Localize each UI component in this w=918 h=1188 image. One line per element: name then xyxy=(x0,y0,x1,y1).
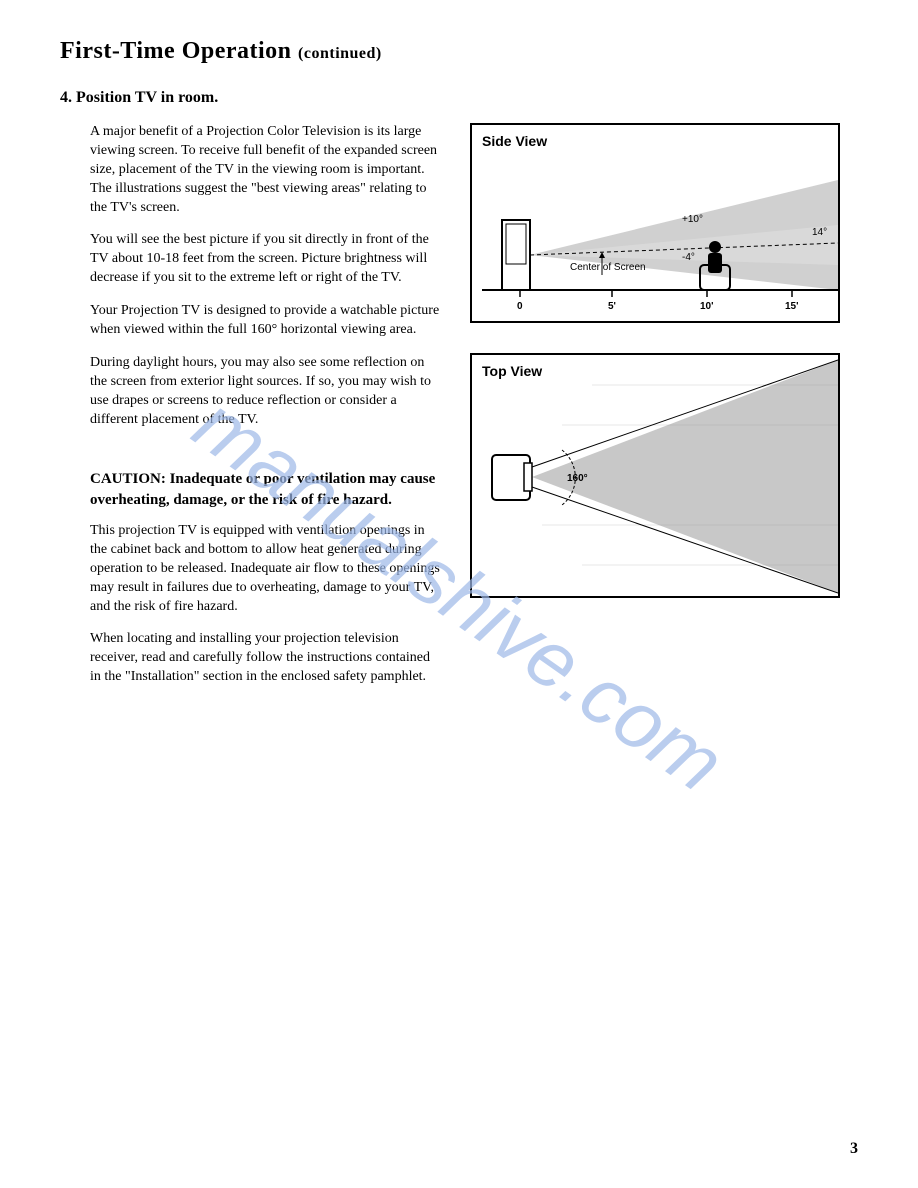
side-view-diagram: Side View Center of Screen +10° -4 xyxy=(470,123,840,323)
tv-screen-icon xyxy=(506,224,526,264)
section-title: Position TV in room. xyxy=(76,89,218,106)
title-continued: (continued) xyxy=(298,45,382,62)
side-view-svg: Center of Screen +10° -4° 14° 0 5' 1 xyxy=(472,125,838,321)
page-title: First-Time Operation (continued) xyxy=(60,38,858,65)
center-screen-label: Center of Screen xyxy=(570,262,646,273)
angle-bottom-label: -4° xyxy=(682,252,695,263)
top-view-svg: 160° xyxy=(472,355,838,596)
top-view-title: Top View xyxy=(482,363,542,379)
caution-p1: This projection TV is equipped with vent… xyxy=(90,522,440,616)
section-heading: 4. Position TV in room. xyxy=(60,89,858,107)
side-view-title: Side View xyxy=(482,133,547,149)
angle-top-label: +10° xyxy=(682,214,703,225)
title-main: First-Time Operation xyxy=(60,38,292,64)
angle-right-label: 14° xyxy=(812,227,827,238)
tv-screen-top-icon xyxy=(524,463,532,491)
caution-p2: When locating and installing your projec… xyxy=(90,630,440,687)
caution-heading: CAUTION: Inadequate or poor ventilation … xyxy=(90,469,440,510)
left-column: A major benefit of a Projection Color Te… xyxy=(60,123,440,701)
tick-15-label: 15' xyxy=(785,301,799,312)
section-number: 4. xyxy=(60,89,72,106)
paragraph-1: A major benefit of a Projection Color Te… xyxy=(90,123,440,217)
tick-10-label: 10' xyxy=(700,301,714,312)
top-view-diagram: Top View 160° xyxy=(470,353,840,598)
angle-160-label: 160° xyxy=(567,473,588,484)
tick-5-label: 5' xyxy=(608,301,616,312)
paragraph-3: Your Projection TV is designed to provid… xyxy=(90,302,440,340)
paragraph-2: You will see the best picture if you sit… xyxy=(90,231,440,288)
paragraph-4: During daylight hours, you may also see … xyxy=(90,354,440,430)
page-number: 3 xyxy=(850,1140,858,1158)
tick-0-label: 0 xyxy=(517,301,523,312)
right-column: Side View Center of Screen +10° -4 xyxy=(470,123,840,701)
